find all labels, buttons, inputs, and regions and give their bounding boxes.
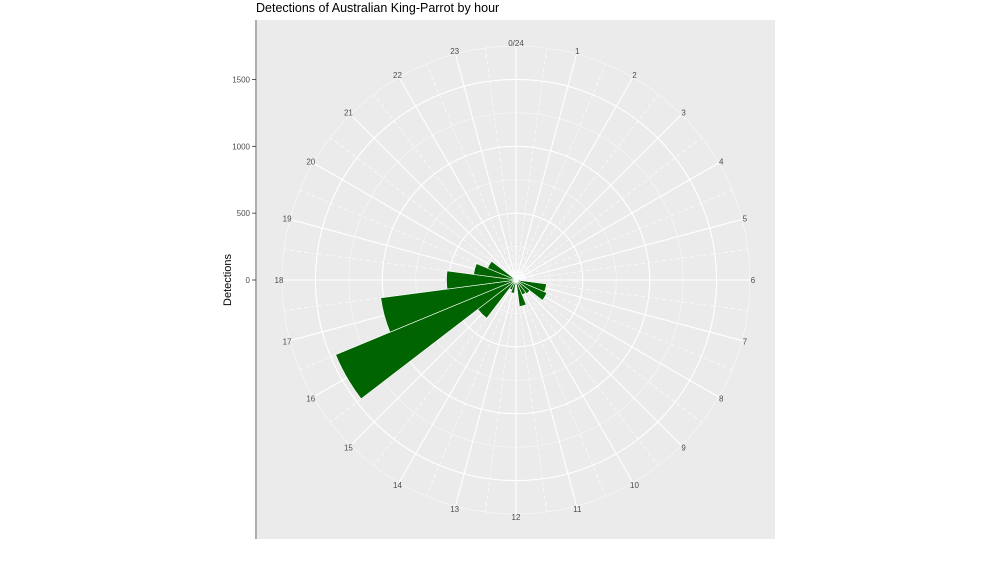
- bar-hour-16: 16: 1460: [335, 279, 517, 400]
- minor-spoke: [426, 279, 517, 497]
- major-spoke: [398, 77, 517, 281]
- bar-hour-11: 11: 200: [515, 279, 527, 307]
- minor-spoke: [373, 94, 517, 281]
- hour-label-0-24: 0/24: [508, 39, 524, 48]
- bar-hour-20: 20: 230: [487, 260, 517, 281]
- major-spoke: [398, 279, 517, 483]
- major-spoke: [515, 53, 578, 281]
- hour-label-7: 7: [743, 337, 748, 346]
- hour-label-5: 5: [743, 215, 748, 224]
- hour-label-22: 22: [393, 71, 402, 80]
- hour-label-12: 12: [512, 513, 521, 522]
- major-spoke: [515, 77, 634, 281]
- hour-label-3: 3: [681, 108, 686, 117]
- minor-spoke: [515, 137, 702, 281]
- y-tick-label: 500: [237, 209, 251, 218]
- hour-label-18: 18: [275, 276, 284, 285]
- minor-spoke: [515, 190, 733, 281]
- hour-label-6: 6: [751, 276, 756, 285]
- minor-spoke: [515, 279, 547, 513]
- minor-spoke: [515, 279, 606, 497]
- chart-title: Detections of Australian King-Parrot by …: [256, 1, 500, 15]
- hour-labels: 0/24123456789101112131415161718192021222…: [275, 39, 756, 522]
- y-tick-label: 1500: [232, 75, 250, 84]
- major-spoke: [313, 162, 517, 281]
- hour-label-11: 11: [573, 505, 582, 514]
- hour-label-20: 20: [306, 158, 315, 167]
- y-tick-label: 1000: [232, 142, 250, 151]
- major-spoke: [515, 114, 682, 281]
- major-spoke: [515, 279, 719, 398]
- minor-spoke: [515, 47, 547, 281]
- major-spoke: [515, 218, 743, 281]
- bar-layer: 5: 106: 307: 2308: 2509: 13010: 12011: 2…: [335, 260, 548, 400]
- major-spoke: [454, 53, 517, 281]
- grid-layer: [281, 45, 751, 515]
- major-spoke: [350, 114, 517, 281]
- minor-spoke: [485, 279, 517, 513]
- minor-spoke: [515, 94, 659, 281]
- hour-label-16: 16: [306, 395, 315, 404]
- hour-label-21: 21: [344, 108, 353, 117]
- hour-label-4: 4: [719, 158, 724, 167]
- major-spoke: [454, 279, 517, 507]
- major-spoke: [515, 279, 682, 446]
- hour-label-8: 8: [719, 395, 724, 404]
- major-spoke: [515, 279, 634, 483]
- y-tick-label: 0: [246, 276, 251, 285]
- minor-spoke: [426, 63, 517, 281]
- minor-spoke: [515, 279, 702, 423]
- minor-spoke: [515, 279, 733, 370]
- major-spoke: [515, 279, 578, 507]
- hour-label-9: 9: [681, 444, 686, 453]
- hour-label-23: 23: [450, 47, 459, 56]
- hour-label-15: 15: [344, 444, 353, 453]
- bar-hour-8: 8: 250: [515, 279, 548, 301]
- hour-label-14: 14: [393, 481, 402, 490]
- hour-label-10: 10: [630, 481, 639, 490]
- bar-hour-9: 9: 130: [515, 279, 531, 295]
- y-axis: 0 500 1000 1500: [232, 20, 257, 539]
- hour-label-1: 1: [575, 47, 580, 56]
- bar-hour-18: 18: 520: [446, 270, 517, 290]
- major-spoke: [515, 162, 719, 281]
- minor-spoke: [485, 47, 517, 281]
- major-spoke: [515, 279, 743, 342]
- minor-spoke: [515, 63, 606, 281]
- bar-hour-17: 17: 1020: [380, 279, 517, 333]
- hour-label-17: 17: [283, 337, 292, 346]
- hour-label-2: 2: [632, 71, 637, 80]
- hour-label-13: 13: [450, 505, 459, 514]
- hour-label-19: 19: [283, 215, 292, 224]
